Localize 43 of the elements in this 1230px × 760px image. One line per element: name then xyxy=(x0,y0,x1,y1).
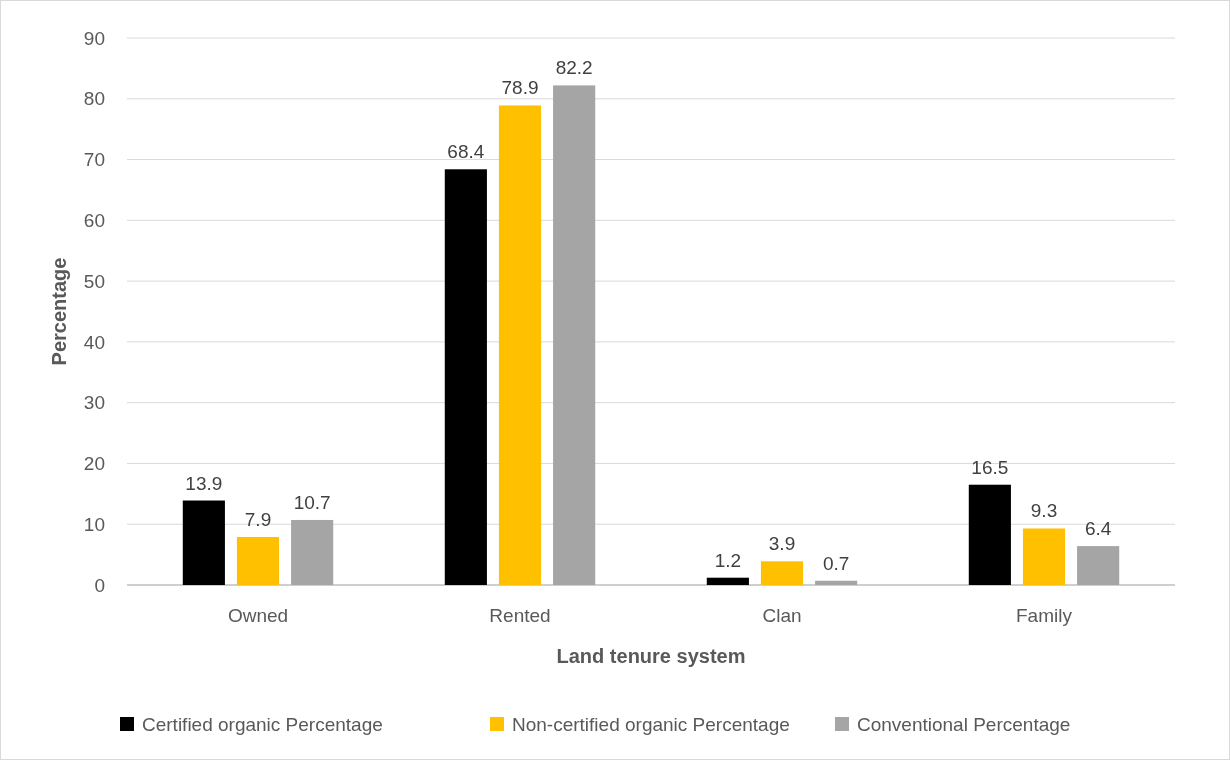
y-tick-label: 20 xyxy=(83,453,105,475)
data-label: 0.7 xyxy=(822,552,850,574)
data-label: 9.3 xyxy=(1030,500,1058,522)
bar xyxy=(236,536,280,585)
data-label: 6.4 xyxy=(1084,518,1112,540)
bar xyxy=(815,580,858,585)
data-label: 16.5 xyxy=(971,456,1009,478)
data-label: 13.9 xyxy=(185,472,223,494)
y-tick-label: 30 xyxy=(83,392,105,414)
bar xyxy=(1022,528,1066,585)
y-tick-label: 40 xyxy=(83,331,105,353)
x-tick-label: Clan xyxy=(762,605,802,626)
y-axis-title: Percentage xyxy=(48,257,70,366)
data-label: 1.2 xyxy=(714,549,742,571)
x-tick-label: Owned xyxy=(227,605,289,626)
bar xyxy=(968,484,1011,585)
x-tick-label: Rented xyxy=(489,605,551,626)
data-label: 68.4 xyxy=(447,141,485,163)
y-tick-label: 0 xyxy=(94,574,105,596)
y-tick-label: 70 xyxy=(83,149,105,171)
data-label: 78.9 xyxy=(501,77,539,99)
legend-label: Conventional Percentage xyxy=(857,714,1071,735)
y-tick-label: 90 xyxy=(83,27,105,49)
bar xyxy=(553,85,596,585)
legend-label: Non-certified organic Percentage xyxy=(512,714,790,735)
data-label: 7.9 xyxy=(244,508,272,530)
bar xyxy=(760,561,804,585)
y-tick-label: 10 xyxy=(83,513,105,535)
data-label: 82.2 xyxy=(555,57,593,79)
x-axis-title: Land tenure system xyxy=(556,645,746,667)
bar xyxy=(291,519,334,585)
data-label: 3.9 xyxy=(768,533,796,555)
y-tick-label: 80 xyxy=(83,88,105,110)
y-tick-label: 60 xyxy=(83,209,105,231)
bar xyxy=(706,577,749,585)
bar xyxy=(1077,546,1120,585)
y-tick-label: 50 xyxy=(83,270,105,292)
bar xyxy=(498,105,542,585)
x-tick-label: Family xyxy=(1016,605,1073,626)
bar xyxy=(182,500,225,585)
bar xyxy=(444,169,487,585)
data-label: 10.7 xyxy=(293,491,331,513)
legend-label: Certified organic Percentage xyxy=(142,714,383,735)
